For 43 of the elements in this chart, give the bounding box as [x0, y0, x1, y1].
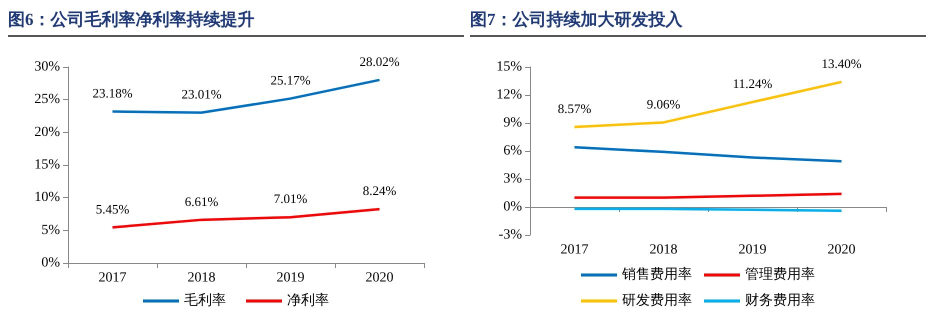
- y-tick-label: 10%: [34, 190, 60, 206]
- y-tick-label: 15%: [34, 158, 60, 172]
- x-tick-label: 2018: [188, 270, 216, 286]
- data-label: 25.17%: [270, 72, 311, 88]
- y-tick-label: 3%: [503, 172, 522, 186]
- chart-title: 图6：公司毛利率净利率持续提升: [8, 8, 464, 37]
- y-tick-label: 9%: [503, 116, 522, 130]
- y-tick-label: 0%: [503, 200, 522, 214]
- x-tick-label: 2019: [276, 270, 304, 286]
- y-tick-label: 12%: [496, 88, 522, 102]
- data-label: 5.45%: [96, 201, 130, 216]
- data-label: 9.06%: [646, 96, 680, 112]
- legend-label: 净利率: [287, 292, 329, 308]
- line-series: [573, 146, 843, 163]
- y-tick-label: 6%: [503, 144, 522, 158]
- x-tick-label: 2017: [98, 270, 126, 286]
- legend-label: 研发费用率: [622, 292, 692, 308]
- legend-label: 毛利率: [184, 292, 226, 308]
- legend-label: 销售费用率: [621, 266, 692, 282]
- y-tick-label: 15%: [496, 60, 522, 74]
- y-tick-label: -3%: [498, 228, 522, 242]
- y-tick-label: 25%: [34, 92, 60, 108]
- data-label: 28.02%: [359, 54, 400, 69]
- data-label: 11.24%: [732, 76, 772, 92]
- data-label: 6.61%: [184, 194, 218, 209]
- data-label: 8.24%: [362, 183, 396, 198]
- legend-label: 管理费用率: [745, 266, 815, 282]
- data-label: 23.18%: [92, 86, 133, 101]
- y-tick-label: 0%: [41, 256, 60, 270]
- x-tick-label: 2018: [650, 242, 678, 258]
- y-tick-label: 30%: [34, 60, 60, 74]
- y-tick-label: 5%: [41, 222, 60, 238]
- data-label: 8.57%: [558, 101, 592, 116]
- chart-title: 图7：公司持续加大研发投入: [470, 8, 926, 37]
- data-label: 23.01%: [181, 86, 222, 102]
- y-tick-label: 20%: [34, 124, 60, 140]
- data-label: 13.40%: [821, 56, 862, 71]
- x-tick-label: 2020: [828, 242, 856, 258]
- data-label: 7.01%: [274, 191, 308, 206]
- x-tick-label: 2020: [366, 270, 394, 286]
- x-tick-label: 2019: [738, 242, 766, 258]
- x-tick-label: 2017: [560, 242, 588, 258]
- legend-label: 财务费用率: [745, 292, 815, 308]
